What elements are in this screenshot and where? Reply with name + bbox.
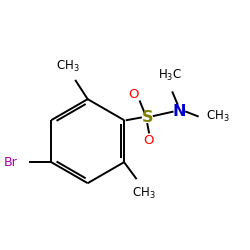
Text: H$_3$C: H$_3$C (158, 68, 182, 83)
Text: CH$_3$: CH$_3$ (132, 186, 155, 201)
Text: CH$_3$: CH$_3$ (56, 59, 80, 74)
Text: S: S (142, 110, 153, 125)
Text: O: O (144, 134, 154, 147)
Text: CH$_3$: CH$_3$ (206, 109, 230, 124)
Text: N: N (172, 104, 186, 118)
Text: O: O (128, 88, 139, 101)
Text: Br: Br (4, 156, 17, 169)
